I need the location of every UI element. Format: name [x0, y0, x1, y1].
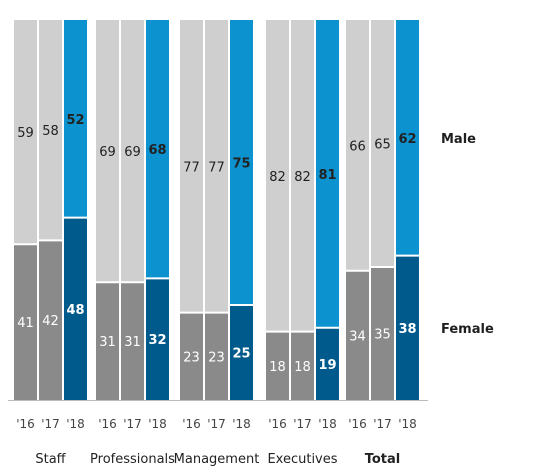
value-label-female: 48 [66, 303, 84, 318]
value-label-male: 75 [232, 157, 250, 172]
value-label-male: 52 [66, 113, 84, 128]
value-label-female: 38 [398, 322, 416, 337]
group-label-total: Total [365, 452, 401, 467]
value-label-male: 68 [148, 143, 166, 158]
year-tick-label: '16 [182, 417, 201, 431]
bar-male-staff-2 [64, 20, 87, 218]
year-tick-label: '18 [318, 417, 337, 431]
bar-female-total-1 [371, 267, 394, 400]
value-label-male: 59 [17, 126, 34, 141]
value-label-male: 81 [318, 168, 336, 183]
bar-male-staff-0 [14, 20, 37, 245]
value-label-male: 65 [374, 138, 391, 153]
value-label-female: 18 [269, 360, 286, 375]
value-label-female: 23 [208, 350, 225, 365]
bar-female-total-2 [396, 255, 419, 400]
value-label-male: 66 [349, 139, 366, 154]
value-label-male: 58 [42, 124, 59, 139]
year-tick-label: '17 [207, 417, 226, 431]
bar-male-management-2 [230, 20, 253, 305]
bar-female-staff-1 [39, 240, 62, 400]
group-label-professionals: Professionals [90, 452, 175, 467]
year-tick-label: '18 [398, 417, 417, 431]
value-label-male: 62 [398, 132, 416, 147]
bar-male-staff-1 [39, 20, 62, 241]
bar-female-staff-2 [64, 217, 87, 400]
value-label-female: 31 [99, 335, 116, 350]
bar-male-management-1 [205, 20, 228, 313]
year-tick-label: '18 [66, 417, 85, 431]
year-tick-label: '17 [293, 417, 312, 431]
bar-female-management-0 [180, 312, 203, 400]
bar-female-professionals-1 [121, 282, 144, 400]
bar-female-management-2 [230, 305, 253, 400]
value-label-female: 34 [349, 329, 366, 344]
group-label-staff: Staff [35, 452, 66, 467]
value-label-female: 41 [17, 316, 34, 331]
year-tick-label: '17 [373, 417, 392, 431]
value-label-male: 82 [294, 170, 311, 185]
year-tick-label: '18 [232, 417, 251, 431]
bar-male-total-1 [371, 20, 394, 267]
bar-female-professionals-2 [146, 278, 169, 400]
bar-female-executives-0 [266, 331, 289, 400]
bar-male-professionals-0 [96, 20, 119, 283]
bar-female-professionals-0 [96, 282, 119, 400]
bar-male-professionals-2 [146, 20, 169, 279]
bar-male-total-0 [346, 20, 369, 271]
year-tick-label: '16 [16, 417, 35, 431]
value-label-male: 69 [124, 145, 141, 160]
bar-male-management-0 [180, 20, 203, 313]
value-label-female: 23 [183, 350, 200, 365]
group-label-executives: Executives [267, 452, 337, 467]
value-label-female: 18 [294, 360, 311, 375]
bar-female-executives-1 [291, 331, 314, 400]
value-label-male: 82 [269, 170, 286, 185]
bar-female-executives-2 [316, 327, 339, 400]
legend-male: Male [441, 132, 476, 147]
bar-female-staff-0 [14, 244, 37, 400]
legend-female: Female [441, 322, 494, 337]
group-label-management: Management [174, 452, 260, 467]
value-label-male: 69 [99, 145, 116, 160]
bar-male-total-2 [396, 20, 419, 256]
year-tick-label: '16 [268, 417, 287, 431]
bar-male-executives-1 [291, 20, 314, 332]
year-tick-label: '18 [148, 417, 167, 431]
bar-male-professionals-1 [121, 20, 144, 283]
year-tick-label: '16 [348, 417, 367, 431]
bar-male-executives-0 [266, 20, 289, 332]
year-tick-label: '17 [41, 417, 60, 431]
bar-male-executives-2 [316, 20, 339, 328]
value-label-female: 32 [148, 333, 166, 348]
value-label-male: 77 [208, 160, 225, 175]
value-label-female: 31 [124, 335, 141, 350]
value-label-female: 42 [42, 314, 59, 329]
value-label-female: 35 [374, 328, 391, 343]
year-tick-label: '16 [98, 417, 117, 431]
year-tick-label: '17 [123, 417, 142, 431]
bar-female-management-1 [205, 312, 228, 400]
value-label-female: 25 [232, 347, 250, 362]
bar-female-total-0 [346, 270, 369, 400]
value-label-male: 77 [183, 160, 200, 175]
value-label-female: 19 [318, 358, 336, 373]
